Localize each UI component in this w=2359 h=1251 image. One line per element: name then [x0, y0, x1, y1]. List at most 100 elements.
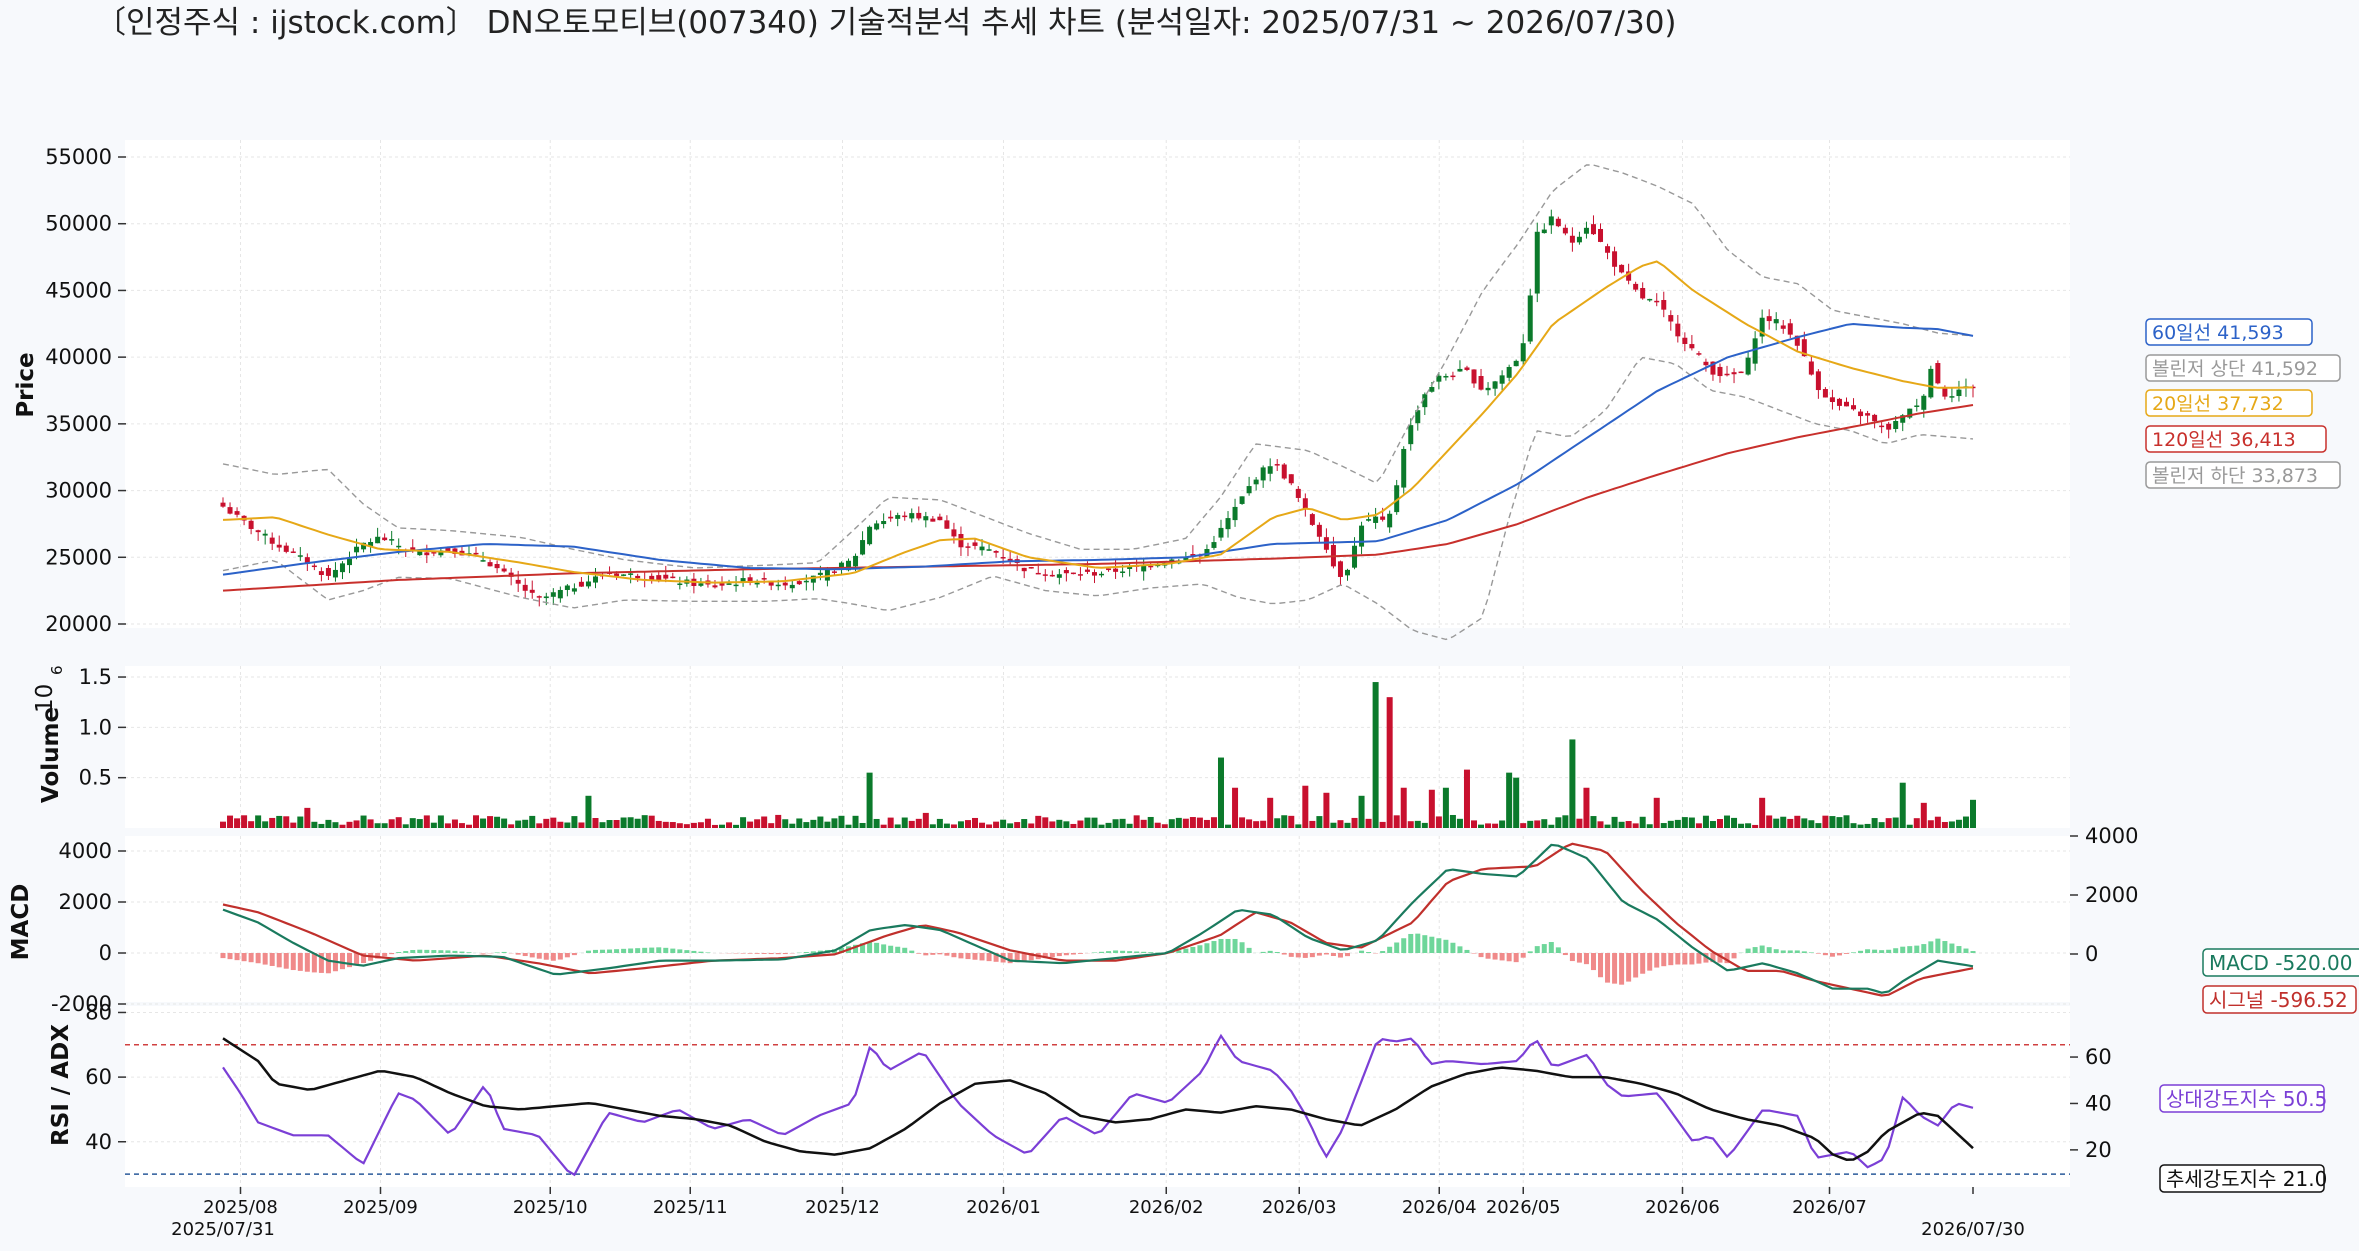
volume-bar — [1865, 824, 1871, 828]
candle-body — [424, 552, 429, 555]
macd-hist-bar — [874, 943, 879, 953]
candle-body — [1542, 230, 1547, 234]
volume-bar — [1007, 823, 1013, 828]
volume-bar — [1858, 825, 1864, 828]
macd-hist-bar — [1767, 947, 1772, 953]
volume-bar — [318, 824, 324, 828]
volume-bar — [543, 819, 549, 828]
volume-bar — [705, 819, 711, 828]
volume-bar — [937, 819, 943, 828]
volume-bar — [874, 819, 880, 828]
volume-bar — [1935, 817, 1941, 828]
volume-bar — [909, 821, 915, 828]
volume-bar — [635, 819, 641, 828]
x-tick-label: 2025/09 — [343, 1197, 418, 1218]
macd-hist-bar — [937, 953, 942, 954]
macd-hist-bar — [565, 953, 570, 957]
volume-bar — [1724, 816, 1730, 828]
macd-hist-bar — [1865, 949, 1870, 953]
volume-bar — [993, 822, 999, 828]
volume-bar — [1422, 823, 1428, 828]
volume-bar — [508, 824, 514, 828]
candle-body — [1717, 367, 1722, 376]
volume-bar — [283, 816, 289, 828]
volume-bar — [902, 818, 908, 828]
candle-body — [1120, 571, 1125, 573]
candle-body — [1619, 265, 1624, 273]
volume-bar — [1590, 816, 1596, 828]
macd-hist-bar — [452, 951, 457, 953]
volume-bar — [1520, 823, 1526, 828]
macd-hist-bar — [354, 953, 359, 965]
macd-hist-bar — [530, 953, 535, 957]
volume-bar — [1323, 793, 1329, 828]
macd-hist-bar — [684, 950, 689, 953]
candle-body — [1732, 372, 1737, 374]
volume-bar — [1183, 819, 1189, 828]
candle-body — [1661, 300, 1666, 310]
candle-body — [853, 556, 858, 566]
macd-hist-bar — [481, 953, 486, 954]
candle-body — [902, 516, 907, 518]
price-value-label: 볼린저 상단 41,592 — [2152, 358, 2318, 380]
x-tick-label: 2025/10 — [513, 1197, 588, 1218]
volume-bar — [304, 808, 310, 828]
volume-bar — [1084, 818, 1090, 828]
volume-bar — [979, 823, 985, 828]
volume-bar — [1288, 816, 1294, 828]
volume-bar — [375, 823, 381, 828]
macd-hist-bar — [1141, 952, 1146, 953]
macd-hist-bar — [1310, 953, 1315, 957]
macd-hist-bar — [916, 953, 921, 954]
price-tick-label: 55000 — [45, 145, 112, 169]
macd-hist-bar — [1275, 952, 1280, 953]
macd-hist-bar — [649, 948, 654, 953]
candle-body — [1879, 426, 1884, 428]
price-tick-label: 45000 — [45, 278, 112, 302]
volume-bar — [656, 821, 662, 828]
macd-hist-bar — [769, 953, 774, 954]
price-tick-label: 40000 — [45, 345, 112, 369]
macd-hist-bar — [1443, 940, 1448, 953]
candle-body — [1584, 228, 1589, 234]
volume-bar — [494, 817, 500, 828]
candle-body — [530, 590, 535, 593]
price-value-label: 20일선 37,732 — [2152, 393, 2284, 415]
volume-bar — [564, 823, 570, 828]
macd-hist-bar — [1345, 953, 1350, 956]
macd-hist-bar — [1689, 953, 1694, 964]
volume-bar — [607, 820, 613, 828]
volume-bar — [726, 822, 732, 828]
macd-hist-bar — [326, 953, 331, 973]
volume-bar — [480, 819, 486, 828]
volume-bar — [466, 825, 472, 828]
candle-body — [1823, 389, 1828, 397]
volume-bar — [649, 816, 655, 828]
candle-body — [1240, 496, 1245, 504]
volume-bar — [1176, 818, 1182, 828]
candle-body — [565, 586, 570, 590]
volume-bar — [1352, 818, 1358, 828]
macd-hist-bar — [1837, 953, 1842, 955]
candle-body — [1282, 465, 1287, 479]
macd-hist-bar — [1556, 947, 1561, 953]
macd-hist-bar — [1549, 942, 1554, 953]
candle-body — [1844, 402, 1849, 407]
macd-hist-bar — [1907, 946, 1912, 953]
candle-body — [333, 570, 338, 578]
volume-bar — [1218, 758, 1224, 828]
candle-body — [1317, 525, 1322, 537]
volume-tick-label: 1.0 — [79, 715, 112, 739]
rsi-tick-label: 80 — [85, 1000, 112, 1024]
macd-hist-bar — [1078, 953, 1083, 954]
volume-bar — [1928, 820, 1934, 828]
volume-bar — [1457, 819, 1463, 828]
volume-bar — [1120, 819, 1126, 828]
volume-bar — [1872, 818, 1878, 828]
macd-hist-bar — [930, 953, 935, 955]
volume-bar — [1843, 815, 1849, 828]
volume-bar — [1675, 820, 1681, 828]
macd-hist-bar — [1830, 953, 1835, 957]
volume-bar — [1148, 817, 1154, 828]
x-tick-label: 2025/08 — [203, 1197, 278, 1218]
